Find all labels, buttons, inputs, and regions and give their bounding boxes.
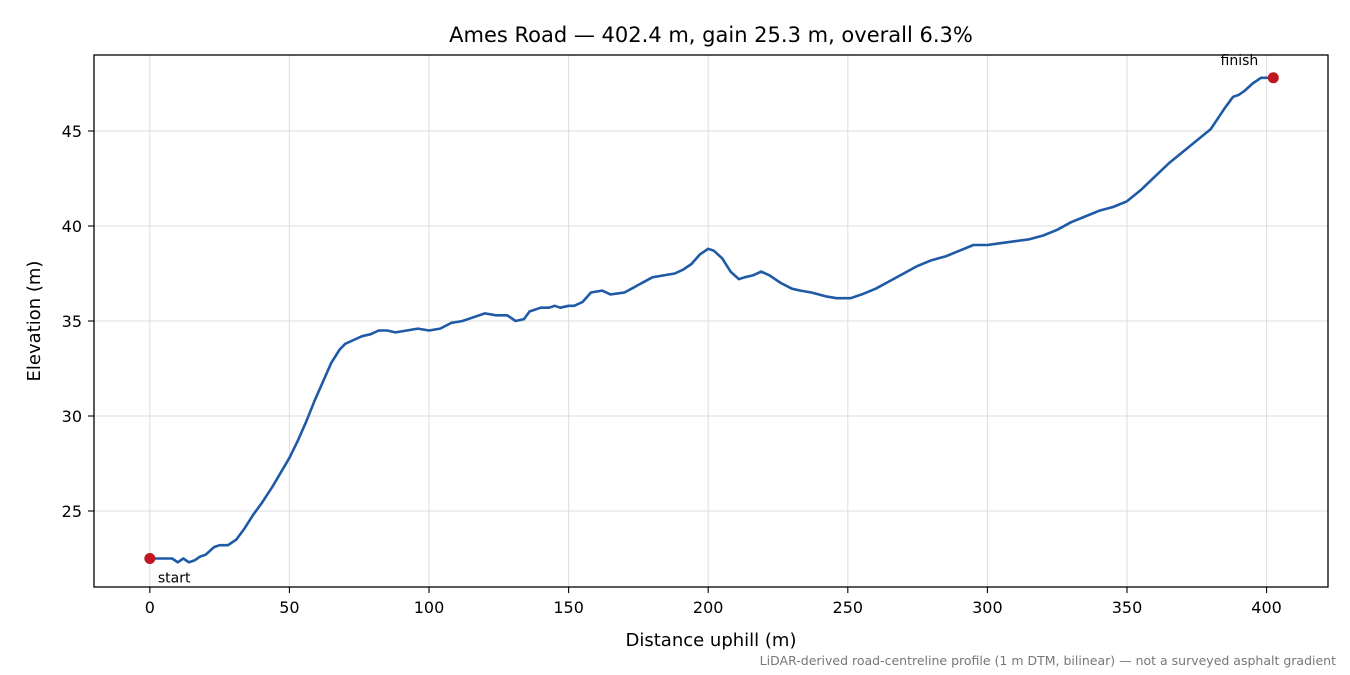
grid <box>94 55 1328 587</box>
x-tick-label: 200 <box>693 598 724 617</box>
x-tick-label: 300 <box>972 598 1003 617</box>
x-tick-label: 50 <box>279 598 299 617</box>
y-tick-label: 30 <box>62 407 82 426</box>
x-tick-label: 350 <box>1112 598 1143 617</box>
x-tick-label: 100 <box>414 598 445 617</box>
x-tick-label: 0 <box>145 598 155 617</box>
elevation-line <box>148 76 1275 564</box>
y-axis-label: Elevation (m) <box>24 261 45 382</box>
start-marker <box>144 553 156 564</box>
finish-annotation: finish <box>1221 53 1259 69</box>
y-tick-label: 40 <box>62 217 82 236</box>
finish-marker <box>1267 72 1279 84</box>
y-tick-label: 35 <box>62 312 82 331</box>
y-tick-label: 25 <box>62 502 82 521</box>
x-axis-label: Distance uphill (m) <box>626 630 797 651</box>
axis-ticks: 0 50 100 150 200 250 300 350 400 25 30 35 40 45 <box>62 122 1282 617</box>
start-annotation: start <box>158 571 191 587</box>
chart-title: Ames Road — 402.4 m, gain 25.3 m, overal… <box>449 23 973 47</box>
footnote: LiDAR-derived road-centreline profile (1… <box>760 653 1336 668</box>
y-tick-label: 45 <box>62 122 82 141</box>
x-tick-label: 150 <box>553 598 584 617</box>
x-tick-label: 250 <box>833 598 864 617</box>
x-tick-label: 400 <box>1251 598 1282 617</box>
